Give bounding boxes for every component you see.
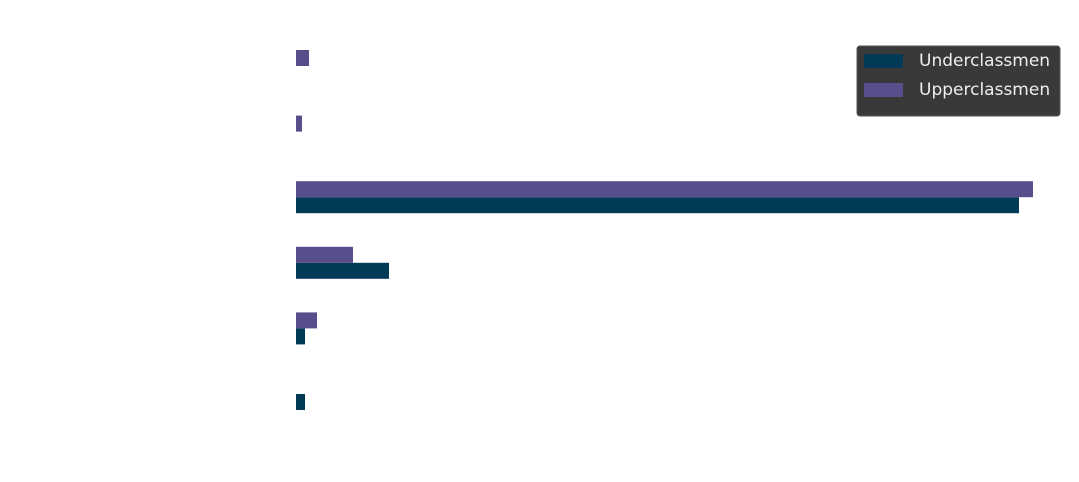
legend-box bbox=[856, 45, 1061, 117]
legend-swatch bbox=[864, 54, 903, 68]
legend-swatch bbox=[864, 83, 903, 97]
bar bbox=[296, 246, 353, 263]
bar bbox=[296, 262, 389, 279]
bar bbox=[296, 328, 305, 345]
legend-label: Upperclassmen bbox=[919, 80, 1050, 100]
legend-label: Underclassmen bbox=[919, 51, 1050, 71]
bar bbox=[296, 312, 317, 329]
bar bbox=[296, 197, 1019, 214]
bar bbox=[296, 115, 302, 132]
bar bbox=[296, 50, 309, 66]
bar bbox=[296, 181, 1033, 198]
bar bbox=[296, 394, 305, 410]
